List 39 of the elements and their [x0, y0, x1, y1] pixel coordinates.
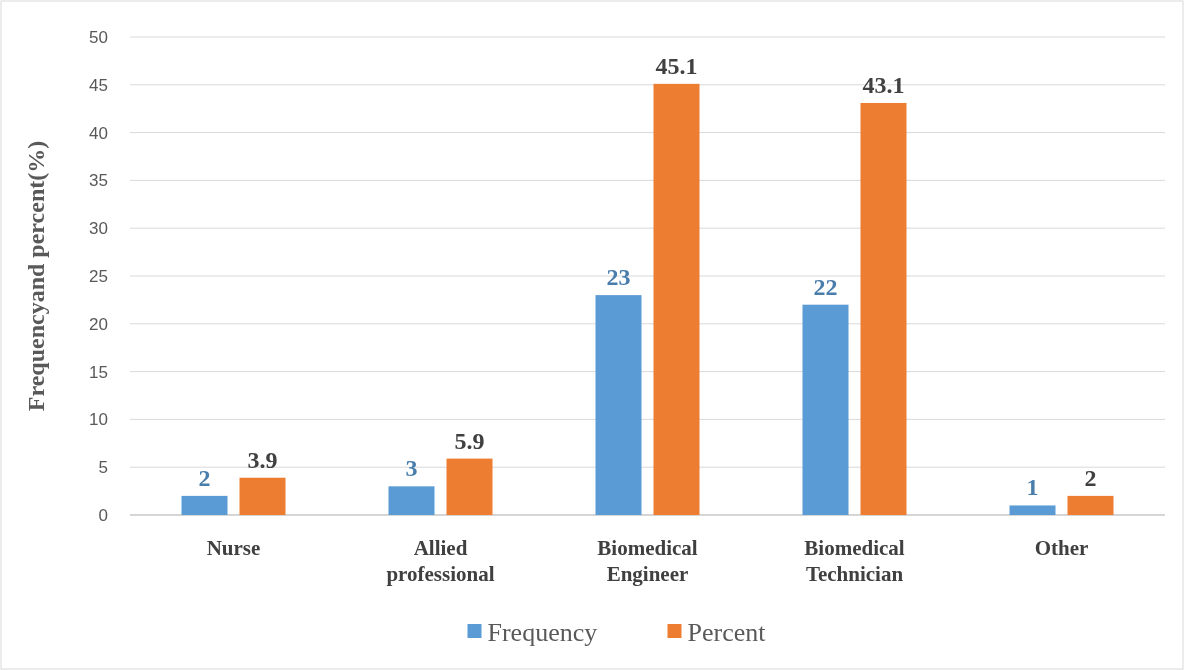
data-label: 3	[405, 455, 418, 482]
y-tick-label: 0	[98, 505, 108, 525]
data-label: 43.1	[862, 71, 905, 98]
y-tick-label: 35	[89, 171, 108, 191]
y-tick-label: 25	[89, 266, 108, 286]
y-tick-label: 45	[89, 75, 108, 95]
bar	[653, 83, 700, 515]
x-tick-label: Other	[1034, 536, 1089, 560]
bar	[1009, 505, 1056, 515]
x-tick-label: Biomedical Engineer	[597, 536, 698, 586]
data-label: 23	[606, 264, 631, 291]
y-tick-label: 30	[89, 219, 108, 239]
bar	[860, 102, 907, 515]
y-tick-label: 10	[89, 410, 108, 430]
bar	[1067, 495, 1114, 515]
bar	[388, 486, 435, 515]
data-label: 45.1	[655, 52, 698, 79]
y-tick-label: 50	[89, 27, 108, 47]
bar	[239, 477, 286, 515]
data-label: 5.9	[454, 427, 485, 454]
bar	[595, 295, 642, 515]
x-tick-label: Nurse	[206, 536, 261, 560]
bar	[802, 304, 849, 515]
x-tick-label: Biomedical Technician	[804, 536, 905, 586]
data-label: 2	[198, 464, 211, 491]
legend-label: Frequency	[487, 618, 598, 648]
y-tick-label: 40	[89, 123, 108, 143]
y-tick-label: 20	[89, 314, 108, 334]
data-label: 3.9	[247, 446, 278, 473]
y-tick-label: 15	[89, 362, 108, 382]
data-label: 22	[813, 273, 838, 300]
x-tick-label: Allied professional	[386, 536, 495, 586]
bar	[446, 458, 493, 515]
data-label: 2	[1084, 464, 1097, 491]
y-axis-title: Frequencyand percent(%)	[23, 140, 49, 412]
bar	[181, 495, 228, 515]
data-label: 1	[1026, 474, 1039, 501]
y-tick-label: 5	[98, 458, 108, 478]
legend-label: Percent	[687, 618, 767, 648]
